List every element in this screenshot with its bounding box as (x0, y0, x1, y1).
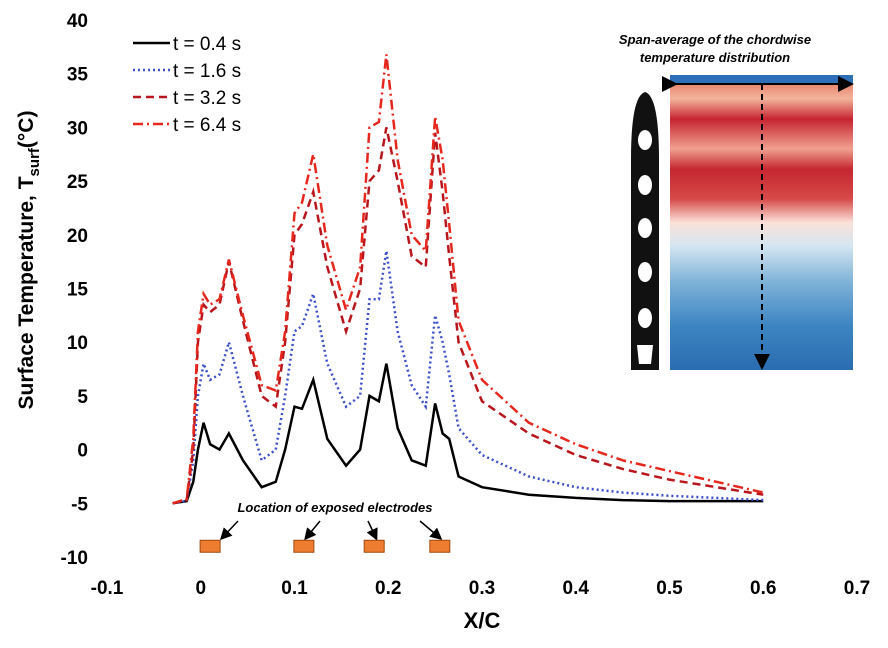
inset-title: Span-average of the chordwise (619, 32, 811, 47)
y-tick-label: 15 (67, 280, 89, 301)
y-tick-label: 25 (67, 172, 89, 193)
electrode (293, 539, 315, 553)
inset: Span-average of the chordwise temperatur… (619, 32, 854, 370)
y-tick-label: -10 (61, 548, 88, 569)
y-tick-label: 20 (67, 226, 88, 247)
x-tick-label: 0.6 (750, 578, 776, 599)
y-tick-label: 30 (67, 118, 88, 139)
x-tick-label: 0.3 (469, 578, 495, 599)
y-label-unit: (°C) (15, 111, 38, 149)
series-line (172, 363, 764, 505)
legend-label: t = 3.2 s (173, 88, 241, 109)
y-tick-label: 35 (67, 65, 89, 86)
legend-label: t = 6.4 s (173, 115, 241, 136)
x-tick-label: 0.5 (656, 578, 683, 599)
y-label-sub: surf (26, 147, 43, 176)
y-tick-label: 40 (67, 11, 88, 32)
y-label-main: Surface Temperature, T (15, 176, 38, 409)
heatmap-edge (670, 75, 853, 83)
x-tick-label: 0.2 (375, 578, 401, 599)
series-line (172, 54, 764, 505)
x-tick-label: 0.7 (844, 578, 870, 599)
y-tick-label: 10 (67, 333, 88, 354)
x-tick-label: 0 (195, 578, 206, 599)
x-tick-label: 0.4 (563, 578, 590, 599)
holes (637, 130, 653, 364)
electrode (199, 539, 221, 553)
legend-label: t = 0.4 s (173, 34, 241, 55)
inset-title: temperature distribution (640, 50, 790, 65)
series-line (172, 127, 764, 505)
x-tick-label: -0.1 (91, 578, 124, 599)
y-tick-label: -5 (71, 494, 88, 515)
y-tick-label: 5 (77, 387, 88, 408)
x-axis-label: X/C (464, 608, 501, 633)
y-tick-label: 0 (77, 441, 88, 462)
x-tick-label: 0.1 (281, 578, 308, 599)
series-line (172, 250, 764, 505)
electrode-annotation: Location of exposed electrodes (237, 500, 432, 515)
electrode (363, 539, 385, 553)
electrode-arrows (219, 520, 443, 541)
electrode (429, 539, 451, 553)
legend-label: t = 1.6 s (173, 61, 241, 82)
y-axis-label: Surface Temperature, Tsurf(°C) (15, 111, 43, 410)
